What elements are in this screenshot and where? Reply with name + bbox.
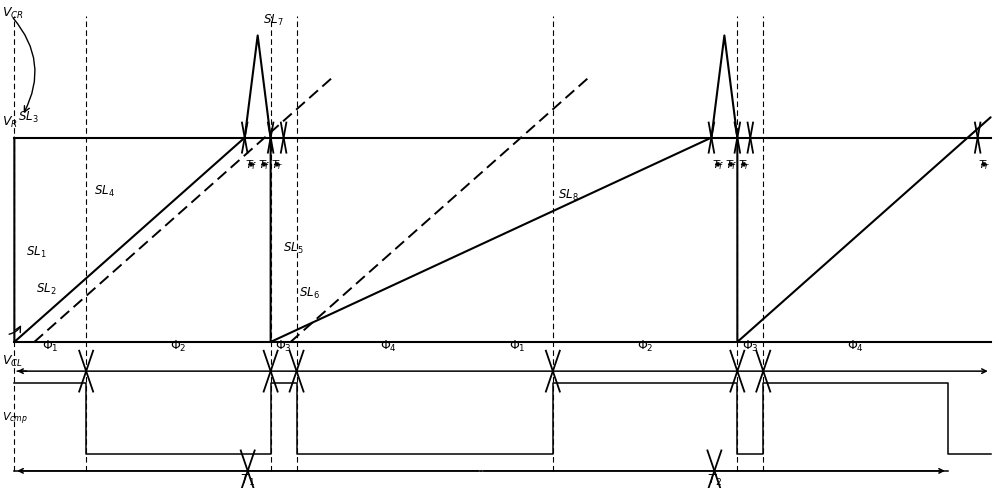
Text: $SL_8$: $SL_8$ xyxy=(558,188,578,203)
Text: $SL_7$: $SL_7$ xyxy=(263,13,283,28)
Text: $\Phi_4$: $\Phi_4$ xyxy=(380,339,397,354)
Text: $\Phi_1$: $\Phi_1$ xyxy=(509,339,525,354)
Text: $T_f$: $T_f$ xyxy=(725,159,737,173)
Text: $T_r$: $T_r$ xyxy=(738,159,750,173)
Text: $SL_1$: $SL_1$ xyxy=(26,245,47,260)
Text: $SL_6$: $SL_6$ xyxy=(299,286,319,301)
Text: $SL_3$: $SL_3$ xyxy=(18,110,39,125)
Text: $\Phi_2$: $\Phi_2$ xyxy=(170,339,187,354)
Text: $SL_2$: $SL_2$ xyxy=(36,282,57,297)
Text: $V_{CR}$: $V_{CR}$ xyxy=(2,6,24,21)
Text: $\Phi_4$: $\Phi_4$ xyxy=(847,339,864,354)
Text: $\Phi_3$: $\Phi_3$ xyxy=(275,339,292,354)
Text: $V_R$: $V_R$ xyxy=(2,115,18,130)
Text: $SL_5$: $SL_5$ xyxy=(283,241,303,256)
Text: $T_f$: $T_f$ xyxy=(245,159,257,173)
Text: $V_{CL}$: $V_{CL}$ xyxy=(2,354,23,369)
Text: $\Phi_3$: $\Phi_3$ xyxy=(742,339,759,354)
Text: $T_f$: $T_f$ xyxy=(258,159,270,173)
Text: $SL_4$: $SL_4$ xyxy=(94,184,115,199)
Text: $\Phi_2$: $\Phi_2$ xyxy=(637,339,653,354)
Text: $T_r$: $T_r$ xyxy=(271,159,283,173)
Text: $\Phi_1$: $\Phi_1$ xyxy=(42,339,59,354)
Text: $V_{cmp}$: $V_{cmp}$ xyxy=(2,410,28,427)
Text: $T_1$: $T_1$ xyxy=(240,473,255,489)
Text: $T_r$: $T_r$ xyxy=(978,159,990,173)
Text: $T_f$: $T_f$ xyxy=(712,159,724,173)
Text: $T_2$: $T_2$ xyxy=(707,473,722,489)
